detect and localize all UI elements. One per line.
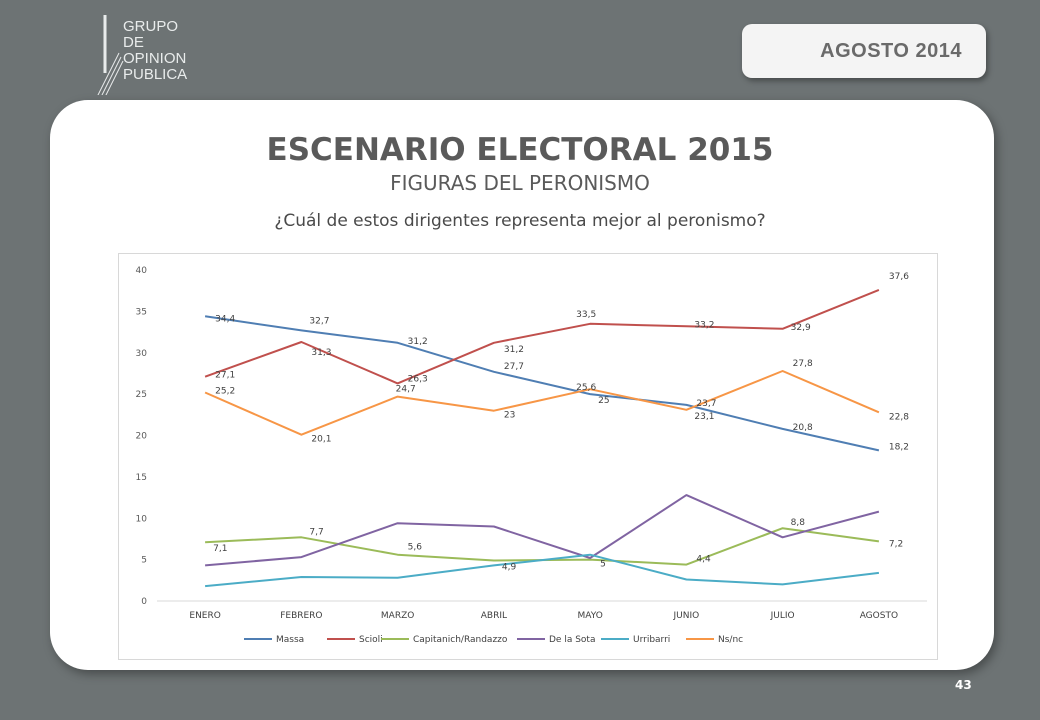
data-label: 32,9: [791, 323, 811, 333]
data-label: 4,4: [696, 555, 711, 565]
data-label: 5,6: [408, 543, 423, 553]
y-tick-label: 40: [136, 266, 148, 276]
x-tick-label: ENERO: [189, 611, 220, 621]
data-label: 31,3: [311, 348, 331, 358]
data-label: 24,7: [396, 385, 416, 395]
data-label: 27,1: [215, 371, 235, 381]
legend-label: De la Sota: [549, 635, 595, 645]
data-label: 23,1: [694, 412, 714, 422]
y-tick-label: 35: [136, 307, 147, 317]
legend-label: Ns/nc: [718, 635, 743, 645]
data-label: 25,2: [215, 386, 235, 396]
slide-title: ESCENARIO ELECTORAL 2015: [266, 132, 774, 168]
data-label: 20,1: [311, 435, 331, 445]
logo-line: GRUPO: [123, 18, 179, 35]
line-chart-panel: 0 5 10 15 20 25 30 35 40 ENERO FEBRERO MARZO ABRIL MA…: [118, 253, 938, 660]
logo-mark-icon: [97, 15, 124, 95]
data-label: 27,8: [793, 359, 813, 369]
data-label: 22,8: [889, 412, 909, 422]
data-label: 5: [600, 560, 606, 570]
data-label: 23: [504, 411, 515, 421]
x-tick-label: JULIO: [770, 611, 795, 621]
data-label: 31,2: [408, 337, 428, 347]
legend-label: Capitanich/Randazzo: [413, 635, 508, 645]
data-label: 37,6: [889, 272, 909, 282]
x-tick-label: MAYO: [577, 611, 602, 621]
x-tick-label: AGOSTO: [860, 611, 898, 621]
data-label: 8,8: [791, 518, 806, 528]
data-label: 27,7: [504, 362, 524, 372]
date-badge: AGOSTO 2014: [742, 24, 986, 78]
legend-label: Scioli: [359, 635, 383, 645]
data-label: 31,2: [504, 345, 524, 355]
grupo-opinion-publica-logo: GRUPO DE OPINION PUBLICA: [95, 15, 205, 95]
legend-label: Massa: [276, 635, 304, 645]
series-line-massa: [204, 315, 880, 452]
series-line-scioli: [204, 288, 880, 385]
logo-line: PUBLICA: [123, 66, 188, 83]
x-tick-label: ABRIL: [481, 611, 507, 621]
y-tick-label: 5: [141, 556, 147, 566]
data-label: 7,7: [309, 527, 323, 537]
y-tick-label: 20: [136, 432, 148, 442]
data-label: 33,2: [694, 320, 714, 330]
date-label: AGOSTO 2014: [820, 40, 962, 62]
data-label: 23,7: [696, 399, 716, 409]
data-label: 20,8: [793, 423, 813, 433]
logo-line: DE: [123, 34, 144, 51]
series-line-urribarri: [205, 553, 880, 588]
data-label: 7,1: [213, 544, 227, 554]
data-label: 26,3: [408, 374, 428, 384]
line-chart: 0 5 10 15 20 25 30 35 40 ENERO FEBRERO MARZO ABRIL MA…: [136, 266, 927, 645]
x-tick-label: JUNIO: [673, 611, 700, 621]
data-label: 7,2: [889, 539, 903, 549]
x-tick-label: MARZO: [381, 611, 414, 621]
series-line-de-la-sota: [205, 494, 880, 567]
logo-line: OPINION: [123, 50, 187, 67]
logo-text: GRUPO DE OPINION PUBLICA: [123, 19, 187, 83]
survey-question: ¿Cuál de estos dirigentes representa mej…: [274, 211, 766, 231]
series-line-ns-nc: [204, 370, 880, 436]
slide-subtitle: FIGURAS DEL PERONISMO: [390, 171, 650, 195]
data-label: 34,4: [215, 314, 235, 324]
data-label: 32,7: [309, 316, 329, 326]
legend-label: Urribarri: [633, 635, 670, 645]
data-label: 33,5: [576, 310, 596, 320]
y-tick-label: 0: [141, 597, 147, 607]
data-label: 25: [598, 396, 609, 406]
page-number: 43: [955, 678, 972, 692]
data-label: 4,9: [502, 562, 517, 572]
x-tick-label: FEBRERO: [280, 611, 322, 621]
y-tick-label: 10: [136, 514, 148, 524]
y-tick-label: 25: [136, 390, 147, 400]
y-tick-label: 30: [136, 349, 148, 359]
data-label: 18,2: [889, 442, 909, 452]
data-label: 25,6: [576, 383, 596, 393]
y-tick-label: 15: [136, 473, 147, 483]
